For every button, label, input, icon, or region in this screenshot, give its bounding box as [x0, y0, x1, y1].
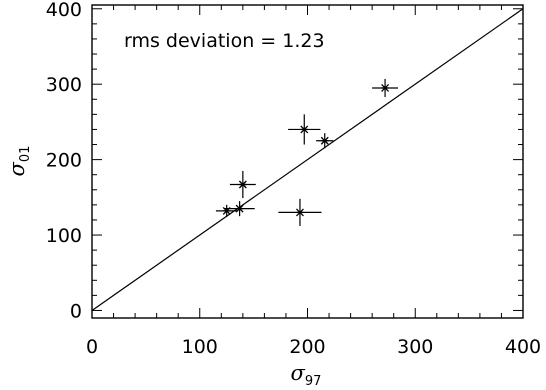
axis-ticks: 0 100 200 300 400 0 100 200 300 400 [46, 0, 541, 358]
x-tick-label: 300 [397, 336, 433, 358]
x-tick-label: 100 [182, 336, 218, 358]
y-axis-label: σ01 [5, 146, 33, 177]
y-tick-label: 0 [70, 300, 82, 322]
x-tick-label: 400 [505, 336, 541, 358]
x-axis-label: σ97 [291, 361, 322, 389]
rms-annotation: rms deviation = 1.23 [124, 30, 325, 52]
y-tick-label: 400 [46, 0, 82, 21]
x-tick-label: 200 [289, 336, 325, 358]
identity-reference-line [91, 8, 524, 311]
y-tick-label: 300 [46, 74, 82, 96]
data-points [215, 78, 399, 226]
x-tick-label: 0 [86, 336, 98, 358]
plot-frame [91, 4, 524, 319]
y-tick-label: 200 [46, 150, 82, 172]
y-tick-label: 100 [46, 225, 82, 247]
